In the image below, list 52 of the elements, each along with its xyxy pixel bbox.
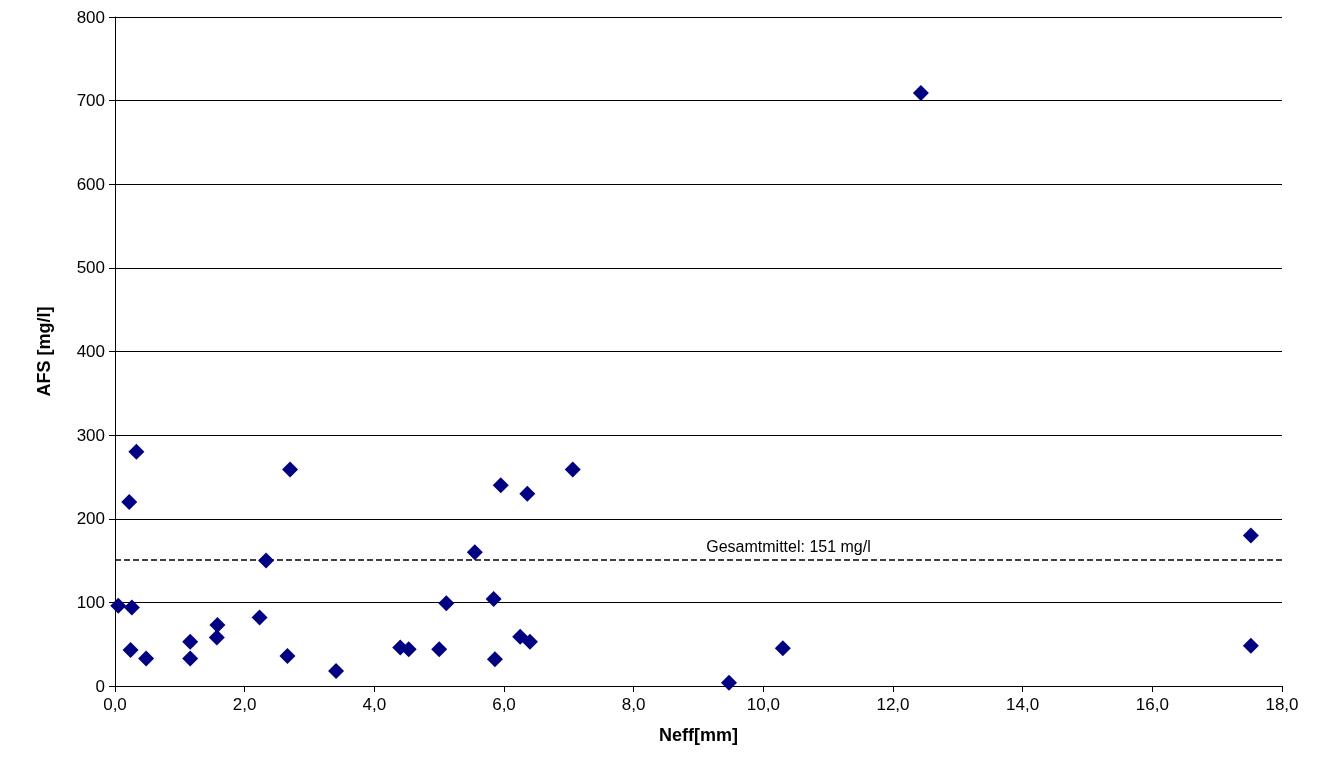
point — [182, 633, 199, 650]
point — [438, 595, 455, 612]
x-tick-label: 4,0 — [362, 695, 387, 714]
y-tick-label: 200 — [76, 509, 105, 529]
x-tick-label: 6,0 — [492, 695, 516, 714]
point — [1242, 527, 1259, 544]
x-tick-label: 0,0 — [103, 695, 127, 714]
point — [138, 650, 155, 667]
x-axis-title: Neff[mm] — [659, 725, 738, 745]
point — [122, 642, 139, 659]
point — [328, 662, 345, 679]
x-tick-label: 14,0 — [1006, 695, 1040, 714]
point — [519, 485, 536, 502]
x-tick-label: 12,0 — [876, 695, 910, 714]
point — [486, 651, 503, 668]
y-tick-label: 800 — [76, 7, 105, 27]
point — [209, 616, 226, 633]
x-tick-label: 2,0 — [232, 695, 257, 714]
point — [774, 640, 791, 657]
y-tick-label: 100 — [76, 592, 105, 612]
point — [208, 629, 225, 646]
y-tick-label: 600 — [76, 174, 105, 194]
point — [182, 650, 199, 667]
point — [485, 591, 502, 608]
point — [251, 609, 268, 626]
x-tick-label: 18,0 — [1265, 695, 1299, 714]
point — [110, 597, 127, 614]
y-tick-label: 700 — [76, 91, 105, 111]
y-tick-label: 0 — [95, 676, 105, 696]
point — [121, 494, 138, 511]
point — [512, 628, 529, 645]
y-tick-label: 300 — [76, 425, 105, 445]
y-tick-label: 500 — [76, 258, 105, 278]
x-tick-label: 8,0 — [621, 695, 646, 714]
y-axis-title: AFS [mg/l] — [34, 306, 54, 397]
x-tick-label: 16,0 — [1135, 695, 1169, 714]
point — [123, 599, 140, 616]
point — [720, 674, 737, 691]
point — [492, 477, 509, 494]
ref-line-label: Gesamtmittel: 151 mg/l — [706, 538, 871, 556]
point — [912, 85, 929, 102]
point — [564, 461, 581, 478]
point — [466, 544, 483, 561]
x-tick-label: 10,0 — [746, 695, 780, 714]
point — [128, 443, 145, 460]
point — [1242, 637, 1259, 654]
point — [521, 633, 538, 650]
y-tick-label: 400 — [76, 342, 105, 361]
point — [279, 647, 296, 664]
point — [282, 461, 299, 478]
point — [431, 641, 448, 658]
point — [258, 552, 275, 569]
